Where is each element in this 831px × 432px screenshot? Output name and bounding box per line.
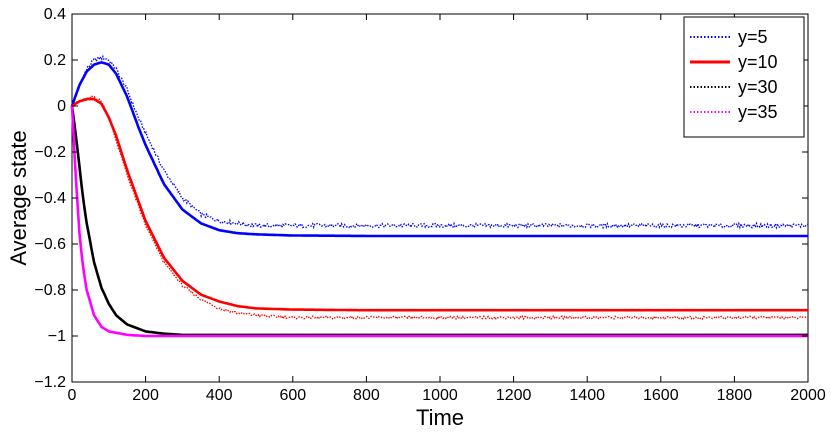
legend: y=5 y=10 y=30 y=35 — [683, 16, 805, 138]
y-tick-label: −1.2 — [34, 374, 66, 391]
series-model-y10 — [71, 97, 808, 312]
legend-item-y30: y=30 — [690, 77, 778, 97]
y-tick-label: 0.2 — [44, 52, 66, 69]
x-tick-label: 1600 — [643, 387, 679, 404]
legend-label-y5: y=5 — [738, 27, 768, 47]
series-model-y5 — [70, 61, 808, 238]
y-tick-label: 0.4 — [44, 6, 66, 23]
legend-label-y35: y=35 — [738, 102, 778, 122]
x-tick-label: 1200 — [496, 387, 532, 404]
x-tick-label: 1400 — [569, 387, 605, 404]
y-axis-title: Average state — [6, 130, 31, 265]
series-simulation-y5 — [71, 54, 808, 230]
x-tick-label: 0 — [68, 387, 77, 404]
legend-item-y10: y=10 — [690, 52, 778, 72]
y-tick-label: −0.2 — [34, 144, 66, 161]
series-layer — [70, 54, 808, 338]
series-model-y35 — [70, 105, 808, 338]
tick-layer: 0 200 400 600 800 1000 1200 1400 1600 1800 2000 0.4… — [34, 6, 825, 404]
y-tick-label: −0.8 — [34, 282, 66, 299]
y-tick-label: −1 — [48, 328, 66, 345]
legend-label-y10: y=10 — [738, 52, 778, 72]
x-axis-title: Time — [416, 405, 464, 430]
legend-item-y5: y=5 — [690, 27, 768, 47]
x-tick-label: 1800 — [717, 387, 753, 404]
x-tick-label: 200 — [132, 387, 159, 404]
x-tick-label: 800 — [353, 387, 380, 404]
x-tick-label: 600 — [279, 387, 306, 404]
legend-label-y30: y=30 — [738, 77, 778, 97]
y-tick-label: −0.6 — [34, 236, 66, 253]
series-simulation-y10 — [71, 95, 808, 321]
y-tick-label: −0.4 — [34, 190, 66, 207]
legend-item-y35: y=35 — [690, 102, 778, 122]
x-tick-label: 2000 — [790, 387, 826, 404]
y-tick-label: 0 — [57, 98, 66, 115]
x-tick-label: 1000 — [422, 387, 458, 404]
x-tick-label: 400 — [206, 387, 233, 404]
